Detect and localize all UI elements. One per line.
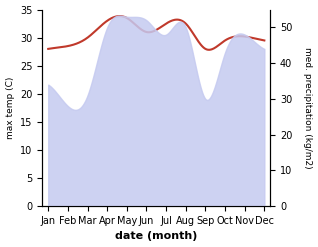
- X-axis label: date (month): date (month): [115, 231, 197, 242]
- Y-axis label: max temp (C): max temp (C): [5, 77, 15, 139]
- Y-axis label: med. precipitation (kg/m2): med. precipitation (kg/m2): [303, 47, 313, 169]
